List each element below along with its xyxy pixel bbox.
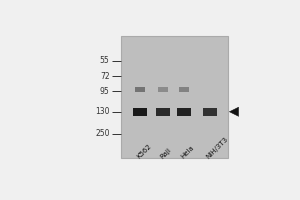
- Text: 72: 72: [100, 72, 110, 81]
- Bar: [202, 108, 217, 116]
- Text: Hela: Hela: [180, 144, 195, 160]
- Bar: [121, 36, 228, 158]
- Bar: [135, 87, 145, 92]
- Bar: [179, 87, 189, 92]
- Text: Raji: Raji: [159, 146, 172, 160]
- Text: K562: K562: [136, 143, 152, 160]
- Text: NIH/3T3: NIH/3T3: [205, 135, 230, 160]
- Text: 130: 130: [95, 107, 109, 116]
- Text: 95: 95: [100, 87, 110, 96]
- Bar: [177, 108, 191, 116]
- Bar: [156, 108, 170, 116]
- Text: 55: 55: [100, 56, 110, 65]
- Bar: [133, 108, 147, 116]
- Text: 250: 250: [95, 129, 109, 138]
- Polygon shape: [229, 107, 239, 116]
- Bar: [158, 87, 168, 92]
